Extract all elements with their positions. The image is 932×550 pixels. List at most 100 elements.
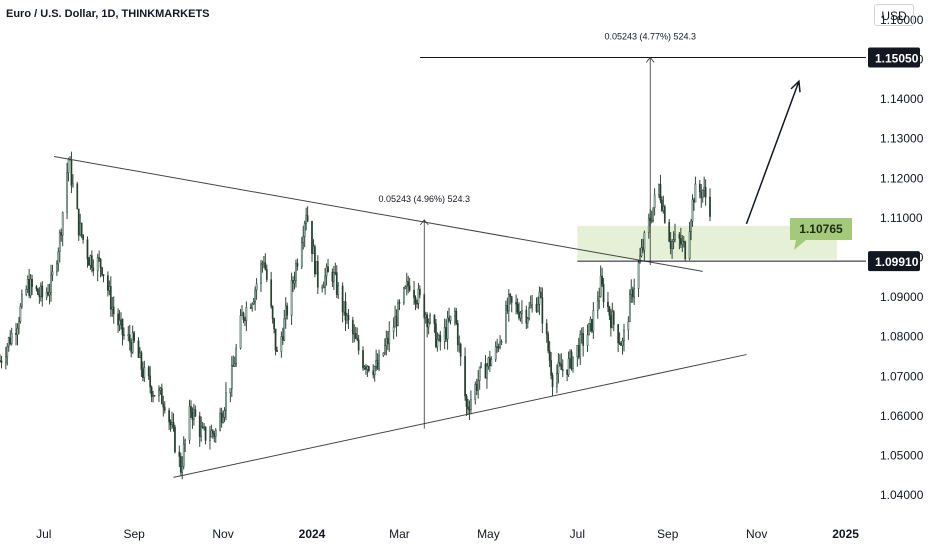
- candle-body: [10, 333, 13, 344]
- measure-arrowhead: [419, 219, 429, 226]
- candle-body: [213, 433, 216, 437]
- candle-body: [314, 246, 316, 275]
- candle-body: [77, 208, 80, 236]
- candle-body: [356, 338, 359, 341]
- candle-body: [484, 363, 487, 379]
- candle-body: [433, 314, 436, 324]
- candle-body: [372, 370, 375, 376]
- candle-body: [239, 315, 242, 349]
- candle-body: [373, 366, 376, 376]
- price-label-box: [868, 47, 920, 68]
- candle-body: [211, 430, 214, 434]
- price-label-text: 1.15050: [875, 51, 919, 65]
- candle-body: [435, 323, 437, 348]
- candle-body: [470, 399, 472, 410]
- candle-body: [128, 334, 131, 343]
- candle-body: [29, 278, 32, 296]
- candle-body: [684, 241, 687, 260]
- candle-body: [130, 342, 133, 353]
- candle-body: [427, 322, 430, 328]
- candle-body: [7, 337, 10, 347]
- candle-body: [703, 187, 706, 191]
- candle-body: [510, 296, 513, 303]
- candle-body: [229, 388, 232, 394]
- candle-body: [354, 333, 357, 339]
- candle-body: [647, 217, 650, 234]
- candle-body: [558, 362, 561, 365]
- candle-body: [109, 286, 112, 310]
- candle-body: [214, 430, 217, 437]
- candle-body: [120, 319, 122, 321]
- candle-body: [303, 223, 306, 237]
- candle-body: [404, 286, 407, 289]
- candle-body: [89, 255, 92, 266]
- candle-body: [709, 196, 711, 217]
- candle-body: [529, 305, 532, 308]
- candle-body: [190, 406, 192, 412]
- candle-body: [637, 262, 640, 289]
- candle-body: [15, 333, 17, 335]
- candle-body: [509, 294, 512, 297]
- candle-body: [201, 426, 204, 429]
- candle-body: [60, 232, 63, 236]
- candle-body: [570, 351, 573, 370]
- candle-body: [67, 158, 70, 173]
- y-axis-tick: 1.14000: [880, 92, 924, 106]
- candle-body: [200, 426, 203, 437]
- candle-body: [580, 333, 583, 335]
- candle-body: [488, 357, 491, 367]
- candle-body: [90, 255, 93, 269]
- candle-body: [650, 220, 653, 222]
- candle-body: [6, 345, 9, 357]
- candle-body: [506, 305, 509, 312]
- candle-body: [347, 314, 350, 321]
- candle-body: [57, 251, 60, 265]
- candle-body: [168, 410, 170, 423]
- candle-body: [499, 341, 501, 349]
- candle-body: [540, 291, 542, 298]
- candle-body: [230, 365, 233, 389]
- candle-body: [443, 327, 446, 342]
- candle-body: [39, 285, 42, 297]
- candle-body: [579, 333, 582, 358]
- candle-body: [232, 365, 235, 367]
- candle-body: [260, 263, 262, 285]
- candle-body: [561, 369, 564, 371]
- candle-body: [346, 314, 348, 321]
- candle-body: [417, 288, 420, 304]
- candle-body: [515, 302, 517, 305]
- candle-body: [419, 288, 421, 296]
- candle-body: [642, 247, 644, 251]
- currency-selector[interactable]: USD: [874, 4, 914, 26]
- candle-body: [210, 430, 213, 438]
- candle-body: [219, 412, 222, 431]
- candle-body: [283, 318, 286, 341]
- candle-body: [663, 206, 666, 223]
- candle-body: [392, 326, 395, 332]
- candle-body: [235, 347, 238, 364]
- candle-body: [408, 285, 411, 291]
- candle-body: [395, 316, 398, 326]
- candle-body: [158, 390, 160, 397]
- candle-body: [437, 335, 440, 340]
- candle-body: [547, 333, 550, 352]
- candle-body: [140, 352, 143, 370]
- candle-body: [640, 247, 643, 257]
- measure-label: 0.05243 (4.96%) 524.3: [378, 194, 470, 204]
- candle-body: [577, 345, 580, 358]
- candle-body: [693, 199, 695, 203]
- candle-body: [497, 346, 500, 349]
- candle-body: [490, 359, 493, 367]
- candle-body: [602, 284, 605, 303]
- candle-body: [599, 275, 602, 297]
- candle-body: [467, 406, 469, 410]
- candle-body: [592, 310, 595, 332]
- candle-body: [384, 345, 386, 354]
- y-axis-tick: 1.09000: [880, 290, 924, 304]
- x-axis-tick: Mar: [389, 527, 410, 541]
- candle-body: [191, 411, 194, 420]
- candle-body: [244, 319, 246, 321]
- candle-body: [311, 220, 313, 254]
- candle-body: [249, 307, 252, 309]
